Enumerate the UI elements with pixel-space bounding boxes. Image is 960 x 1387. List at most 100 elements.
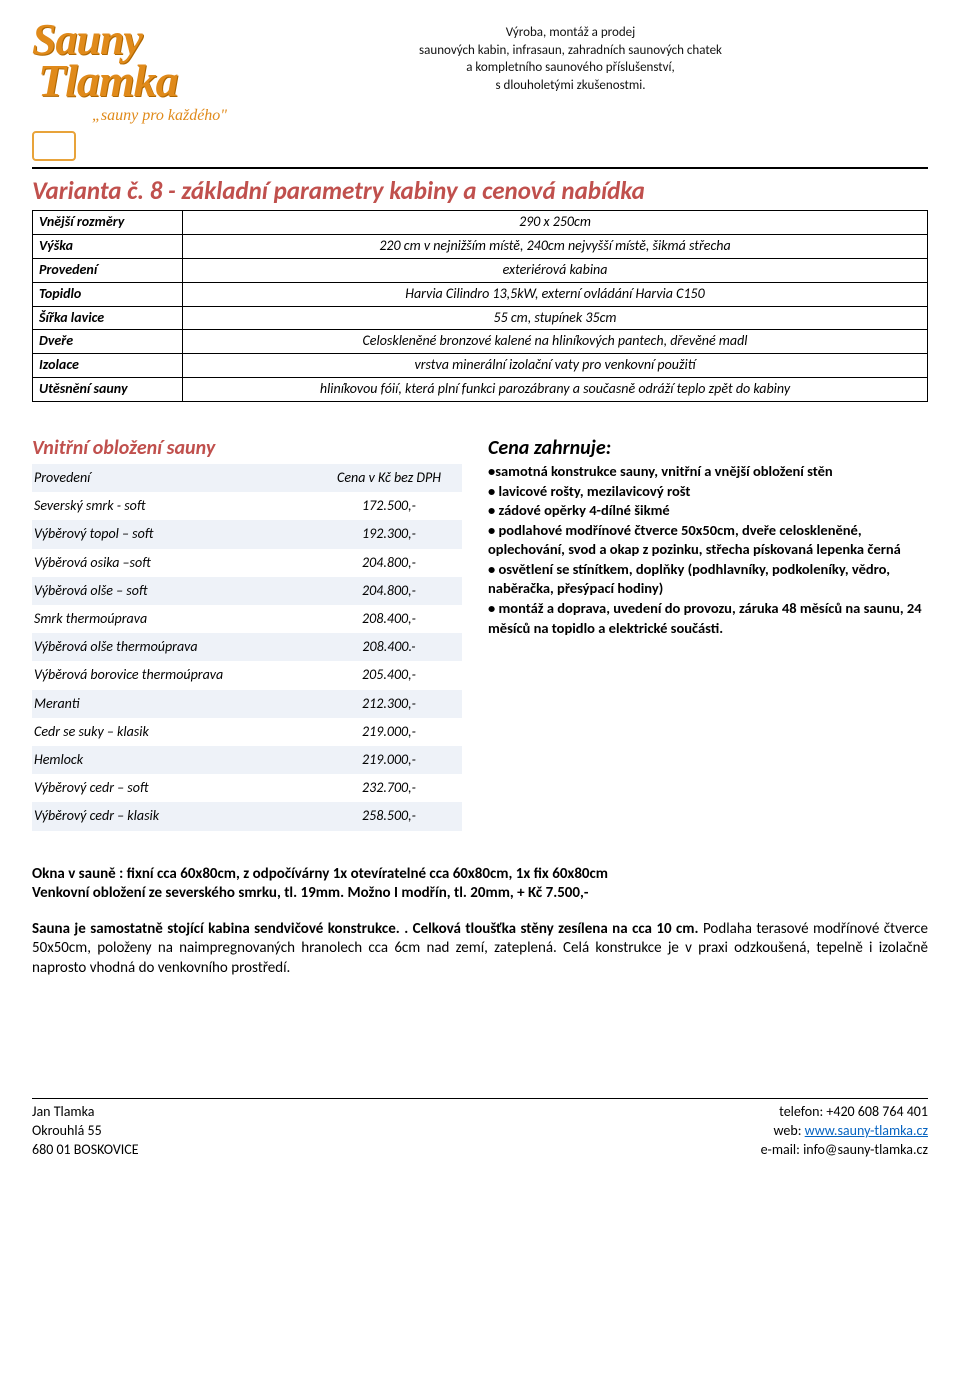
table-row: Výběrová borovice thermoúprava205.400,- — [32, 661, 462, 689]
includes-list: •samotná konstrukce sauny, vnitřní a vně… — [488, 462, 928, 638]
footer-phone: +420 608 764 401 — [826, 1103, 928, 1120]
table-row: Výběrový topol – soft192.300,- — [32, 520, 462, 548]
table-row: TopidloHarvia Cilindro 13,5kW, externí o… — [33, 282, 928, 306]
pricing-head-price: Cena v Kč bez DPH — [322, 464, 462, 492]
pricing-price: 212.300,- — [322, 690, 462, 718]
includes-item: • montáž a doprava, uvedení do provozu, … — [488, 599, 928, 638]
pricing-name: Výběrový cedr – soft — [32, 774, 322, 802]
pricing-price: 232.700,- — [322, 774, 462, 802]
header-divider — [32, 167, 928, 169]
footer-email-label: e-mail: — [761, 1141, 800, 1158]
table-row: Výška220 cm v nejnižším místě, 240cm nej… — [33, 234, 928, 258]
footer-left: Jan Tlamka Okrouhlá 55 680 01 BOSKOVICE — [32, 1103, 139, 1160]
pricing-name: Hemlock — [32, 746, 322, 774]
header-desc-line: Výroba, montáž a prodej — [243, 24, 898, 42]
table-row: Hemlock219.000,- — [32, 746, 462, 774]
bottom-notes: Okna v sauně : fixní cca 60x80cm, z odpo… — [32, 865, 928, 979]
bottom-paragraph: Sauna je samostatně stojící kabina sendv… — [32, 920, 928, 979]
header-desc-line: saunových kabin, infrasaun, zahradních s… — [243, 42, 898, 60]
table-row: Výběrová olše thermoúprava208.400.- — [32, 633, 462, 661]
table-row: Vnější rozměry290 x 250cm — [33, 210, 928, 234]
page-title: Varianta č. 8 - základní parametry kabin… — [32, 175, 928, 206]
footer-city: 680 01 BOSKOVICE — [32, 1141, 139, 1160]
logo-block: Sauny Tlamka „sauny pro každého" — [32, 20, 227, 161]
bottom-paragraph-bold: Sauna je samostatně stojící kabina sendv… — [32, 920, 699, 938]
header-desc-line: s dlouholetými zkušenostmi. — [243, 77, 898, 95]
logo-shape-icon — [32, 131, 76, 161]
pricing-name: Výběrový topol – soft — [32, 520, 322, 548]
logo-word-2: Tlamka — [38, 60, 227, 101]
pricing-name: Výběrová olše – soft — [32, 577, 322, 605]
logo-tagline: „sauny pro každého" — [92, 107, 227, 125]
footer-web-link[interactable]: www.sauny-tlamka.cz — [805, 1122, 928, 1139]
header-desc-line: a kompletního saunového příslušenství, — [243, 59, 898, 77]
logo-word-1: Sauny — [32, 20, 227, 60]
param-label: Šířka lavice — [33, 306, 183, 330]
pricing-price: 208.400.- — [322, 633, 462, 661]
parameters-table: Vnější rozměry290 x 250cmVýška220 cm v n… — [32, 210, 928, 402]
param-value: Celoskleněné bronzové kalené na hliníkov… — [183, 330, 928, 354]
param-value: 55 cm, stupínek 35cm — [183, 306, 928, 330]
param-label: Utěsnění sauny — [33, 378, 183, 402]
table-row: Izolacevrstva minerální izolační vaty pr… — [33, 354, 928, 378]
param-value: hliníkovou fóií, která plní funkci paroz… — [183, 378, 928, 402]
param-label: Izolace — [33, 354, 183, 378]
param-value: 290 x 250cm — [183, 210, 928, 234]
table-row: Utěsnění saunyhliníkovou fóií, která pln… — [33, 378, 928, 402]
header-description: Výroba, montáž a prodej saunových kabin,… — [243, 20, 928, 94]
table-row: Výběrový cedr – klasik258.500,- — [32, 802, 462, 830]
pricing-price: 172.500,- — [322, 492, 462, 520]
pricing-name: Výběrová borovice thermoúprava — [32, 661, 322, 689]
bottom-line-2: Venkovní obložení ze severského smrku, t… — [32, 884, 928, 904]
param-value: Harvia Cilindro 13,5kW, externí ovládání… — [183, 282, 928, 306]
pricing-table: Provedení Cena v Kč bez DPH Severský smr… — [32, 464, 462, 830]
footer-name: Jan Tlamka — [32, 1103, 139, 1122]
pricing-name: Smrk thermoúprava — [32, 605, 322, 633]
footer-street: Okrouhlá 55 — [32, 1122, 139, 1141]
footer-web-label: web: — [774, 1122, 802, 1139]
includes-item: • podlahové modřínové čtverce 50x50cm, d… — [488, 521, 928, 560]
pricing-price: 219.000,- — [322, 718, 462, 746]
pricing-price: 192.300,- — [322, 520, 462, 548]
table-row: Výběrový cedr – soft232.700,- — [32, 774, 462, 802]
pricing-price: 205.400,- — [322, 661, 462, 689]
includes-item: • lavicové rošty, mezilavicový rošt — [488, 482, 928, 502]
pricing-price: 219.000,- — [322, 746, 462, 774]
includes-title: Cena zahrnuje: — [488, 436, 928, 460]
pricing-column: Vnitřní obložení sauny Provedení Cena v … — [32, 436, 462, 830]
includes-item: • zádové opěrky 4-dílné šikmé — [488, 501, 928, 521]
param-label: Provedení — [33, 258, 183, 282]
table-row: Cedr se suky – klasik219.000,- — [32, 718, 462, 746]
pricing-price: 204.800,- — [322, 577, 462, 605]
pricing-price: 204.800,- — [322, 549, 462, 577]
footer-phone-row: telefon: +420 608 764 401 — [761, 1103, 928, 1122]
includes-item: •samotná konstrukce sauny, vnitřní a vně… — [488, 462, 928, 482]
param-value: exteriérová kabina — [183, 258, 928, 282]
pricing-name: Výběrový cedr – klasik — [32, 802, 322, 830]
table-row: Výběrová olše – soft204.800,- — [32, 577, 462, 605]
pricing-name: Výběrová olše thermoúprava — [32, 633, 322, 661]
param-label: Topidlo — [33, 282, 183, 306]
footer-email: info@sauny-tlamka.cz — [803, 1141, 928, 1158]
footer: Jan Tlamka Okrouhlá 55 680 01 BOSKOVICE … — [32, 1098, 928, 1160]
pricing-price: 258.500,- — [322, 802, 462, 830]
footer-right: telefon: +420 608 764 401 web: www.sauny… — [761, 1103, 928, 1160]
content-columns: Vnitřní obložení sauny Provedení Cena v … — [32, 436, 928, 830]
table-row: Smrk thermoúprava208.400,- — [32, 605, 462, 633]
bottom-line-1: Okna v sauně : fixní cca 60x80cm, z odpo… — [32, 865, 928, 885]
pricing-price: 208.400,- — [322, 605, 462, 633]
table-row: DveřeCeloskleněné bronzové kalené na hli… — [33, 330, 928, 354]
param-value: vrstva minerální izolační vaty pro venko… — [183, 354, 928, 378]
pricing-name: Cedr se suky – klasik — [32, 718, 322, 746]
header: Sauny Tlamka „sauny pro každého" Výroba,… — [32, 20, 928, 161]
table-row: Výběrová osika –soft204.800,- — [32, 549, 462, 577]
includes-column: Cena zahrnuje: •samotná konstrukce sauny… — [486, 436, 928, 638]
pricing-head-name: Provedení — [32, 464, 322, 492]
pricing-name: Meranti — [32, 690, 322, 718]
param-label: Výška — [33, 234, 183, 258]
includes-item: • osvětlení se stínítkem, doplňky (podhl… — [488, 560, 928, 599]
param-value: 220 cm v nejnižším místě, 240cm nejvyšší… — [183, 234, 928, 258]
param-label: Vnější rozměry — [33, 210, 183, 234]
pricing-name: Výběrová osika –soft — [32, 549, 322, 577]
pricing-title: Vnitřní obložení sauny — [32, 436, 462, 460]
